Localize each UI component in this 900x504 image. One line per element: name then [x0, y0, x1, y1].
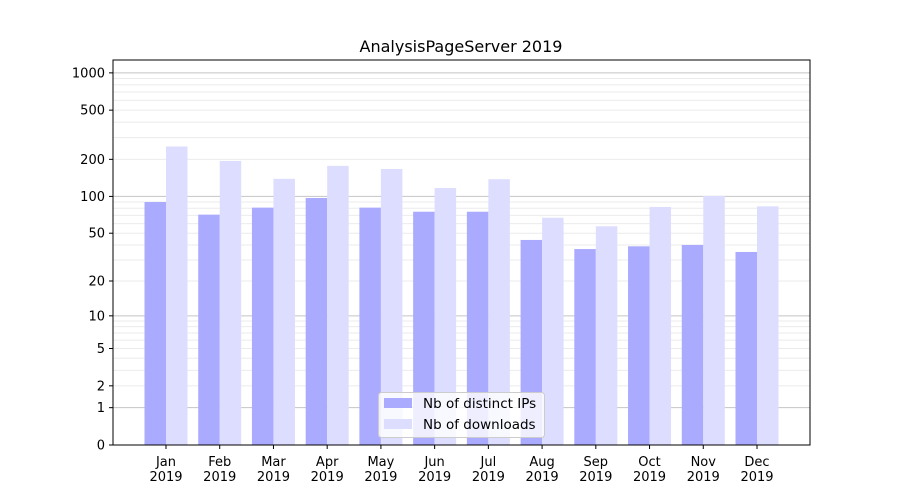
y-tick-label: 10 — [88, 309, 105, 324]
bar-downloads — [488, 179, 510, 445]
y-tick-label: 20 — [88, 275, 105, 290]
bar-distinct-ips — [305, 198, 328, 445]
y-tick-label: 100 — [80, 190, 105, 205]
bar-distinct-ips — [198, 214, 220, 445]
x-tick-label: Oct 2019 — [633, 455, 666, 485]
bar-downloads — [166, 146, 188, 445]
x-tick-label: Feb 2019 — [203, 455, 236, 485]
legend-label-downloads: Nb of downloads — [423, 417, 536, 433]
legend: Nb of distinct IPs Nb of downloads — [378, 392, 545, 438]
plot-frame — [112, 59, 811, 446]
bar-distinct-ips — [144, 202, 166, 445]
bar-downloads — [649, 206, 672, 445]
bar-distinct-ips — [466, 211, 489, 445]
x-tick-label: Dec 2019 — [740, 455, 773, 485]
bar-distinct-ips — [628, 246, 650, 445]
bar-downloads — [219, 160, 242, 446]
legend-swatch-ips — [384, 398, 412, 408]
x-tick-label: Jul 2019 — [472, 455, 505, 485]
x-tick-label: May 2019 — [364, 455, 397, 485]
y-tick-label: 200 — [80, 153, 105, 168]
bar-downloads — [380, 169, 403, 445]
bar-distinct-ips — [251, 207, 274, 445]
x-tick-label: Jun 2019 — [418, 455, 451, 485]
bar-distinct-ips — [574, 249, 596, 445]
chart-title: AnalysisPageServer 2019 — [360, 37, 563, 56]
x-tick-label: Jan 2019 — [149, 455, 182, 485]
bar-downloads — [434, 188, 457, 445]
y-tick-label: 500 — [80, 104, 105, 119]
bar-downloads — [542, 217, 564, 445]
x-tick-label: Sep 2019 — [579, 455, 612, 485]
bar-downloads — [757, 206, 779, 445]
bar-distinct-ips — [413, 211, 435, 445]
y-tick-label: 0 — [97, 439, 105, 454]
bar-distinct-ips — [735, 251, 757, 445]
bar-downloads — [595, 226, 618, 445]
y-tick-label: 2 — [97, 379, 105, 394]
y-tick-label: 1000 — [72, 66, 105, 81]
y-tick-label: 1 — [97, 401, 105, 416]
x-tick-label: Apr 2019 — [311, 455, 344, 485]
bar-distinct-ips — [359, 207, 381, 445]
legend-box — [378, 392, 545, 438]
x-tick-label: Aug 2019 — [526, 455, 559, 485]
x-tick-label: Mar 2019 — [257, 455, 290, 485]
bar-downloads — [703, 195, 725, 445]
y-tick-label: 50 — [88, 227, 105, 242]
x-axis: Jan 2019 Feb 2019 Mar 2019 Apr 2019 May 2019 Jun 20… — [149, 445, 774, 485]
x-tick-label: Nov 2019 — [687, 455, 720, 485]
y-tick-label: 5 — [97, 342, 105, 357]
legend-swatch-downloads — [384, 419, 412, 429]
y-axis: 0 1 2 5 10 20 50 100 200 500 1000 — [72, 66, 113, 454]
bar-downloads — [327, 165, 349, 445]
legend-label-ips: Nb of distinct IPs — [423, 396, 536, 412]
bar-downloads — [273, 178, 295, 446]
bar-distinct-ips — [681, 244, 704, 445]
